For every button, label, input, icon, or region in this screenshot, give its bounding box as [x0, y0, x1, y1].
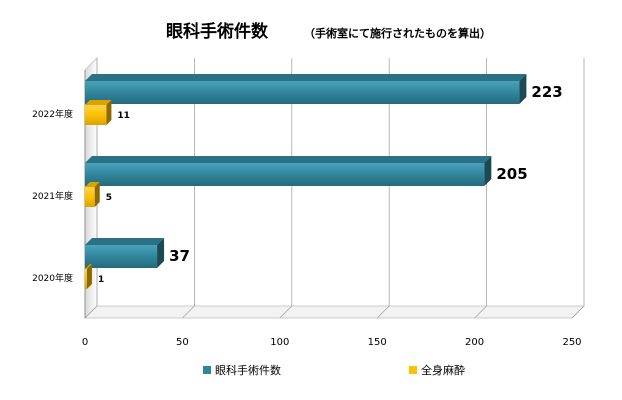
data-label: 37 [169, 247, 190, 265]
bar-front-face [85, 269, 87, 289]
x-tick-label: 0 [82, 337, 88, 348]
bar-top-face [85, 264, 92, 269]
data-label: 1 [98, 275, 104, 285]
bar-surgery: 223 [85, 74, 563, 104]
gridline [84, 58, 98, 319]
bar-anesthesia: 5 [85, 182, 112, 207]
bar-top-face [85, 74, 527, 81]
bar-end-face [86, 264, 92, 289]
gridline [571, 58, 585, 319]
bar-end-face [157, 238, 165, 268]
x-axis-ticks: 0 50 100 150 200 250 [82, 337, 582, 348]
bar-front-face [85, 81, 520, 104]
legend-label-anesthesia: 全身麻酔 [421, 363, 465, 377]
bar-end-face [519, 74, 527, 104]
bar-top-face [85, 238, 165, 245]
legend: 眼科手術件数 全身麻酔 [203, 363, 465, 377]
bars: 223 11 205 5 37 1 [85, 74, 563, 289]
x-tick-label: 250 [562, 337, 581, 348]
category-label: 2022年度 [32, 108, 73, 120]
y-axis-categories: 2022年度 2021年度 2020年度 [32, 108, 73, 284]
bar-end-face [106, 100, 112, 125]
data-label: 11 [117, 111, 130, 121]
chart-subtitle: （手術室にて施行されたものを算出） [304, 26, 491, 40]
gridline [182, 58, 195, 319]
bar-top-face [85, 182, 100, 187]
bar-anesthesia: 1 [85, 264, 104, 289]
bar-end-face [484, 156, 492, 186]
bar-front-face [85, 187, 95, 207]
chart-title: 眼科手術件数 [166, 21, 269, 42]
bar-anesthesia: 11 [85, 100, 130, 125]
category-label: 2020年度 [32, 272, 73, 284]
x-tick-label: 200 [465, 337, 484, 348]
data-label: 223 [531, 83, 562, 101]
bar-surgery: 37 [85, 238, 190, 268]
bar-top-face [85, 156, 492, 163]
x-tick-label: 150 [368, 337, 387, 348]
data-label: 205 [496, 165, 527, 183]
legend-label-surgery: 眼科手術件数 [215, 363, 281, 377]
gridline [474, 58, 488, 319]
floor [84, 305, 585, 319]
bar-surgery: 205 [85, 156, 528, 186]
bar-front-face [85, 105, 107, 125]
x-tick-label: 50 [176, 337, 189, 348]
gridline [376, 58, 390, 319]
x-tick-label: 100 [270, 337, 289, 348]
category-label: 2021年度 [32, 190, 73, 202]
bar-front-face [85, 245, 158, 268]
bar-front-face [85, 163, 485, 186]
legend-swatch-anesthesia [409, 366, 417, 374]
gridline [279, 58, 293, 319]
bar-top-face [85, 100, 112, 105]
legend-swatch-surgery [203, 366, 211, 374]
bar-end-face [94, 182, 100, 207]
data-label: 5 [106, 193, 112, 203]
